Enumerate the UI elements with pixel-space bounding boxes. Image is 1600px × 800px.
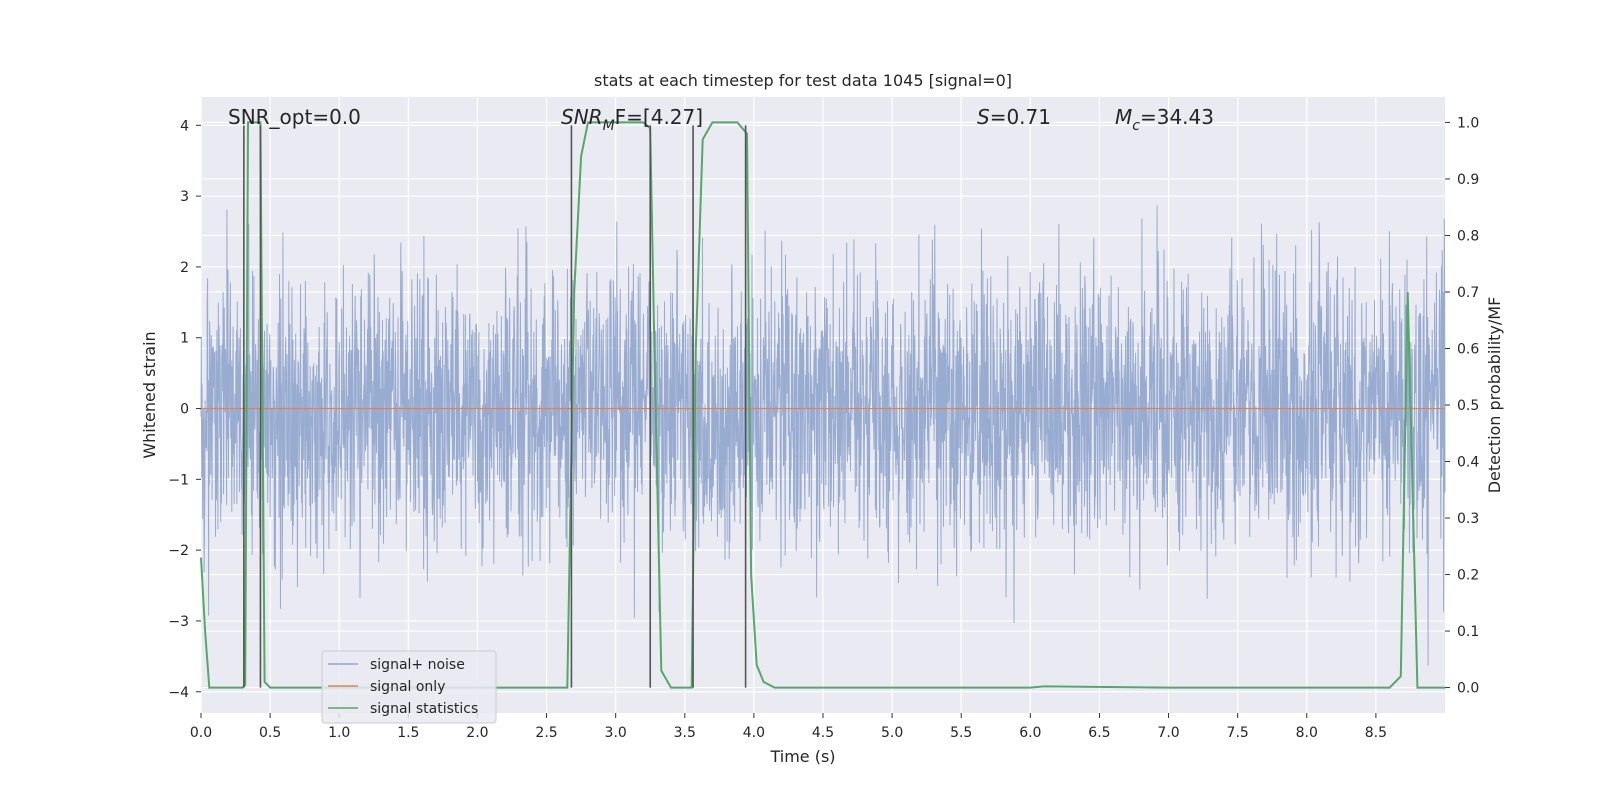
annotation-s: S=0.71 bbox=[977, 105, 1051, 129]
y-tick-label: 2 bbox=[180, 260, 189, 276]
x-tick-label: 2.5 bbox=[535, 725, 557, 741]
y2-tick-label: 0.1 bbox=[1457, 624, 1479, 640]
y-tick-label: 3 bbox=[180, 189, 189, 205]
y-tick-label: −1 bbox=[168, 472, 189, 488]
y2-axis-ticks: 1.0 0.9 0.8 0.7 0.6 0.5 0.4 0.3 0.2 0.1 0.0 bbox=[1445, 115, 1479, 697]
x-tick-label: 3.5 bbox=[674, 725, 696, 741]
y-tick-label: −2 bbox=[168, 543, 189, 559]
y2-axis-label: Detection probability/MF bbox=[1485, 297, 1504, 494]
y-axis-ticks: 4 3 2 1 0 −1 −2 −3 −4 bbox=[168, 118, 201, 701]
x-tick-label: 0.5 bbox=[259, 725, 281, 741]
y-tick-label: 0 bbox=[180, 402, 189, 418]
x-tick-label: 6.0 bbox=[1019, 725, 1041, 741]
y-tick-label: −4 bbox=[168, 685, 189, 701]
x-tick-label: 8.5 bbox=[1365, 725, 1387, 741]
y2-tick-label: 0.4 bbox=[1457, 455, 1479, 471]
y-tick-label: 4 bbox=[180, 118, 189, 134]
x-tick-label: 0.0 bbox=[190, 725, 212, 741]
signal-noise-line bbox=[200, 205, 1446, 666]
x-tick-label: 4.5 bbox=[812, 725, 834, 741]
legend-label-signal-noise: signal+ noise bbox=[370, 657, 465, 673]
y2-tick-label: 0.9 bbox=[1457, 172, 1479, 188]
x-axis-label: Time (s) bbox=[769, 747, 835, 766]
legend-box bbox=[321, 650, 497, 724]
chart-title: stats at each timestep for test data 104… bbox=[594, 71, 1012, 90]
x-tick-label: 7.0 bbox=[1157, 725, 1179, 741]
y2-tick-label: 0.8 bbox=[1457, 228, 1479, 244]
x-tick-label: 8.0 bbox=[1296, 725, 1318, 741]
y2-tick-label: 0.3 bbox=[1457, 511, 1479, 527]
vertical-markers bbox=[243, 125, 747, 688]
x-tick-label: 5.5 bbox=[950, 725, 972, 741]
legend-label-signal-statistics: signal statistics bbox=[370, 701, 478, 717]
legend-label-signal-only: signal only bbox=[370, 679, 445, 695]
y2-tick-label: 0.5 bbox=[1457, 398, 1479, 414]
y2-tick-label: 0.7 bbox=[1457, 285, 1479, 301]
signal-statistics-line bbox=[200, 121, 1445, 689]
x-tick-label: 4.0 bbox=[743, 725, 765, 741]
legend: signal+ noise signal only signal statist… bbox=[321, 650, 497, 724]
annotation-mc: Mc=34.43 bbox=[1115, 105, 1214, 134]
series-signal-noise bbox=[200, 205, 1446, 666]
y2-tick-label: 0.2 bbox=[1457, 568, 1479, 584]
y-tick-label: −3 bbox=[168, 614, 189, 630]
annotation-snr-opt: SNR_opt=0.0 bbox=[228, 105, 361, 129]
y2-tick-label: 0.6 bbox=[1457, 341, 1479, 357]
x-tick-label: 6.5 bbox=[1088, 725, 1110, 741]
y2-tick-label: 0.0 bbox=[1457, 681, 1479, 697]
y-tick-label: 1 bbox=[180, 331, 189, 347]
y-axis-label: Whitened strain bbox=[140, 331, 159, 458]
series-signal-statistics bbox=[200, 121, 1445, 689]
x-tick-label: 1.5 bbox=[397, 725, 419, 741]
x-tick-label: 1.0 bbox=[328, 725, 350, 741]
x-tick-label: 5.0 bbox=[881, 725, 903, 741]
x-axis-ticks: 0.0 0.5 1.0 1.5 2.0 2.5 3.0 3.5 4.0 4.5 5.0 5.5 6.0 6… bbox=[190, 713, 1387, 741]
x-tick-label: 7.5 bbox=[1227, 725, 1249, 741]
y2-tick-label: 1.0 bbox=[1457, 115, 1479, 131]
annotation-snr-mf: SNRMF=[4.27] bbox=[561, 105, 703, 134]
x-tick-label: 2.0 bbox=[466, 725, 488, 741]
x-tick-label: 3.0 bbox=[605, 725, 627, 741]
